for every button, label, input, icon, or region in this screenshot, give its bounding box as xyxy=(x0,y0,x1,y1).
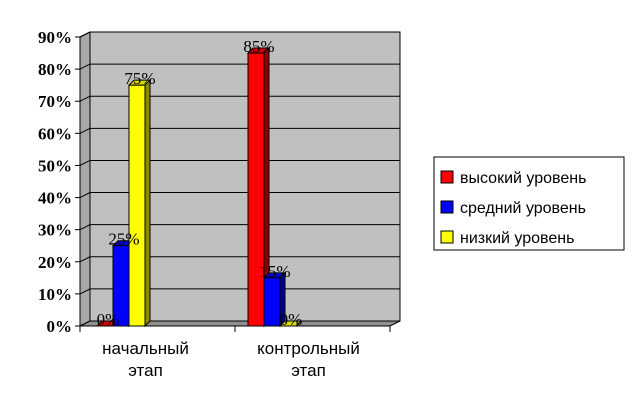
gridline xyxy=(79,95,400,102)
bar xyxy=(127,78,152,328)
gridline xyxy=(79,127,400,134)
y-tick-label: 80% xyxy=(38,60,72,79)
x-category-label: этап xyxy=(291,361,326,380)
bar xyxy=(246,46,271,328)
data-label: 85% xyxy=(243,37,274,56)
bars xyxy=(95,46,303,328)
x-category-label: контрольный xyxy=(257,339,360,358)
y-tick-label: 90% xyxy=(38,28,72,47)
legend-label: низкий уровень xyxy=(460,230,574,247)
x-axis: начальный этап контрольный этап xyxy=(102,339,360,380)
side-wall xyxy=(79,31,91,327)
legend: высокий уровень средний уровень низкий уро… xyxy=(433,156,625,251)
x-category-label: начальный xyxy=(102,339,189,358)
legend-label: средний уровень xyxy=(460,200,586,217)
legend-box xyxy=(433,156,625,251)
y-tick-label: 30% xyxy=(38,221,72,240)
bar xyxy=(262,271,287,328)
data-label: 75% xyxy=(124,69,155,88)
gridline xyxy=(79,159,400,166)
legend-swatch xyxy=(440,200,454,214)
y-tick-label: 0% xyxy=(47,317,73,336)
x-category-label: этап xyxy=(128,361,163,380)
gridline xyxy=(79,256,400,263)
legend-swatch xyxy=(440,170,454,184)
bar xyxy=(278,320,303,327)
data-label: 0% xyxy=(97,310,120,329)
y-tick-label: 40% xyxy=(38,189,72,208)
data-labels: 0% 85% 25% 15% 75% 0% xyxy=(97,37,303,329)
data-label: 15% xyxy=(259,262,290,281)
gridline xyxy=(79,31,400,38)
legend-label: высокий уровень xyxy=(460,170,586,187)
data-label: 0% xyxy=(280,310,303,329)
y-tick-label: 10% xyxy=(38,285,72,304)
legend-swatch xyxy=(440,230,454,244)
y-tick-label: 70% xyxy=(38,92,72,111)
gridline xyxy=(79,63,400,70)
y-tick-label: 50% xyxy=(38,156,72,175)
y-axis: 0% 10% 20% 30% 40% 50% 60% 70% 80% 90% xyxy=(38,28,391,336)
y-tick-label: 20% xyxy=(38,253,72,272)
gridline xyxy=(79,192,400,199)
data-label: 25% xyxy=(108,230,139,249)
gridline xyxy=(79,224,400,231)
gridline xyxy=(79,288,400,295)
y-tick-label: 60% xyxy=(38,124,72,143)
